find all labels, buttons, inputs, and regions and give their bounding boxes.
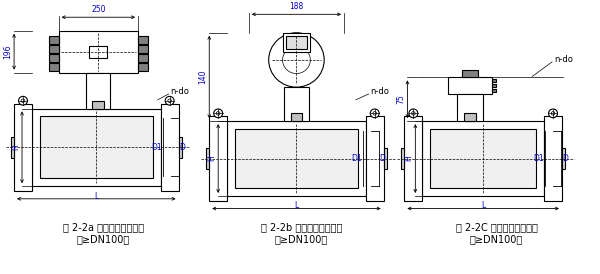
Circle shape: [168, 99, 172, 102]
Bar: [491, 84, 496, 87]
Text: n-do: n-do: [554, 55, 573, 64]
Bar: [544, 116, 562, 201]
Bar: [290, 113, 302, 121]
Text: 188: 188: [289, 2, 304, 12]
Text: n-do: n-do: [170, 87, 190, 96]
Bar: [179, 137, 182, 158]
Text: 图 2-2a 一体型电磁流量计: 图 2-2a 一体型电磁流量计: [62, 222, 144, 232]
Circle shape: [269, 33, 324, 87]
Bar: [562, 148, 565, 169]
Bar: [89, 46, 107, 58]
Text: H: H: [11, 144, 20, 150]
Bar: [491, 79, 496, 82]
Bar: [49, 36, 59, 44]
Text: （≥DN100）: （≥DN100）: [275, 234, 328, 244]
Bar: [49, 45, 59, 53]
Circle shape: [548, 109, 557, 118]
Bar: [404, 116, 422, 201]
Bar: [284, 87, 310, 121]
Bar: [59, 31, 138, 73]
Circle shape: [214, 109, 223, 118]
Bar: [383, 148, 386, 169]
Circle shape: [217, 112, 220, 115]
Bar: [286, 36, 307, 49]
Bar: [430, 129, 536, 188]
Text: 75: 75: [397, 95, 406, 104]
Text: H: H: [207, 156, 216, 161]
Text: 图 2-2C 分离型电磁流量计: 图 2-2C 分离型电磁流量计: [455, 222, 538, 232]
Text: D: D: [380, 154, 386, 163]
Circle shape: [370, 109, 379, 118]
Bar: [457, 94, 482, 121]
Bar: [161, 104, 179, 191]
Text: D: D: [179, 143, 185, 152]
Bar: [138, 36, 148, 44]
Text: L: L: [94, 192, 98, 201]
Text: D: D: [562, 154, 568, 163]
Text: D1: D1: [533, 154, 544, 163]
Bar: [14, 104, 32, 191]
Circle shape: [412, 112, 415, 115]
Text: D1: D1: [151, 143, 162, 152]
Circle shape: [283, 46, 310, 73]
Bar: [491, 89, 496, 92]
Text: （≥DN100）: （≥DN100）: [470, 234, 523, 244]
Text: 图 2-2b 一体型电磁流量计: 图 2-2b 一体型电磁流量计: [261, 222, 342, 232]
Bar: [11, 137, 14, 158]
Text: L: L: [295, 201, 299, 210]
Text: H: H: [404, 156, 413, 161]
Circle shape: [551, 112, 555, 115]
Bar: [40, 116, 153, 178]
Circle shape: [373, 112, 376, 115]
Text: 196: 196: [3, 44, 12, 59]
Text: n-do: n-do: [371, 87, 389, 96]
Text: 250: 250: [91, 5, 106, 14]
Bar: [138, 63, 148, 71]
Bar: [235, 129, 358, 188]
Bar: [32, 109, 161, 186]
Bar: [422, 121, 544, 196]
Bar: [227, 121, 366, 196]
Bar: [86, 73, 110, 109]
Bar: [464, 113, 476, 121]
Bar: [448, 78, 491, 94]
Bar: [138, 54, 148, 62]
Bar: [401, 148, 404, 169]
Circle shape: [21, 99, 25, 102]
Bar: [206, 148, 209, 169]
Circle shape: [165, 96, 174, 105]
Bar: [49, 63, 59, 71]
Bar: [209, 116, 227, 201]
Text: L: L: [481, 201, 485, 210]
Circle shape: [19, 96, 28, 105]
Text: D1: D1: [351, 154, 362, 163]
Bar: [92, 101, 104, 109]
Bar: [462, 70, 478, 78]
Bar: [366, 116, 383, 201]
Text: 140: 140: [198, 70, 207, 84]
Bar: [283, 33, 310, 52]
Circle shape: [409, 109, 418, 118]
Text: （≥DN100）: （≥DN100）: [77, 234, 130, 244]
Bar: [49, 54, 59, 62]
Bar: [138, 45, 148, 53]
